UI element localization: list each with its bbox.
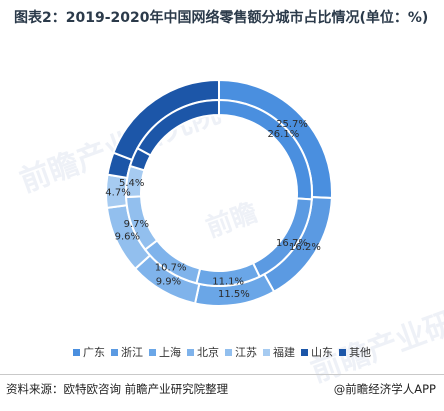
legend-label: 其他 xyxy=(349,346,371,359)
data-label-北京-inner: 10.7% xyxy=(155,263,187,274)
legend-item-广东: 广东 xyxy=(73,344,105,360)
data-label-福建-outer: 4.7% xyxy=(105,187,130,198)
data-label-广东-outer: 25.7% xyxy=(276,119,308,130)
legend-item-上海: 上海 xyxy=(149,344,181,360)
legend-item-福建: 福建 xyxy=(263,344,295,360)
legend-swatch xyxy=(187,348,194,356)
legend-label: 上海 xyxy=(159,346,181,359)
legend-item-北京: 北京 xyxy=(187,344,219,360)
legend-swatch xyxy=(263,348,270,356)
legend-swatch xyxy=(301,348,308,356)
chart-title: 图表2：2019-2020年中国网络零售额分城市占比情况(单位：%) xyxy=(14,10,429,26)
legend-label: 广东 xyxy=(83,346,105,359)
legend-item-浙江: 浙江 xyxy=(111,344,143,360)
data-label-北京-outer: 9.9% xyxy=(156,276,181,287)
legend-label: 北京 xyxy=(197,346,219,359)
legend-label: 山东 xyxy=(311,346,333,359)
brand-text: @前瞻经济学人APP xyxy=(333,382,436,396)
data-label-上海-outer: 11.5% xyxy=(218,289,250,300)
source-text: 资料来源：欧特欧咨询 前瞻产业研究院整理 xyxy=(6,382,229,396)
data-label-江苏-outer: 9.6% xyxy=(115,231,140,242)
legend-swatch xyxy=(339,348,346,356)
legend-label: 福建 xyxy=(273,346,295,359)
legend-label: 浙江 xyxy=(121,346,143,359)
data-label-浙江-outer: 16.2% xyxy=(289,242,321,253)
legend-item-其他: 其他 xyxy=(339,344,371,360)
inner-slice-其他 xyxy=(136,98,220,157)
legend: 广东 浙江 上海 北京 江苏 福建 山东 其他 xyxy=(0,344,444,360)
data-label-浙江-inner: 16.7% xyxy=(276,238,308,249)
data-label-江苏-inner: 9.7% xyxy=(124,219,149,230)
footer-divider xyxy=(0,374,444,375)
legend-swatch xyxy=(111,348,118,356)
data-label-上海-inner: 11.1% xyxy=(212,277,244,288)
data-label-广东-inner: 26.1% xyxy=(267,129,299,140)
legend-item-江苏: 江苏 xyxy=(225,344,257,360)
data-label-福建-inner: 5.4% xyxy=(119,178,144,189)
legend-swatch xyxy=(149,348,156,356)
legend-label: 江苏 xyxy=(235,346,257,359)
legend-swatch xyxy=(225,348,232,356)
legend-item-山东: 山东 xyxy=(301,344,333,360)
legend-swatch xyxy=(73,348,80,356)
